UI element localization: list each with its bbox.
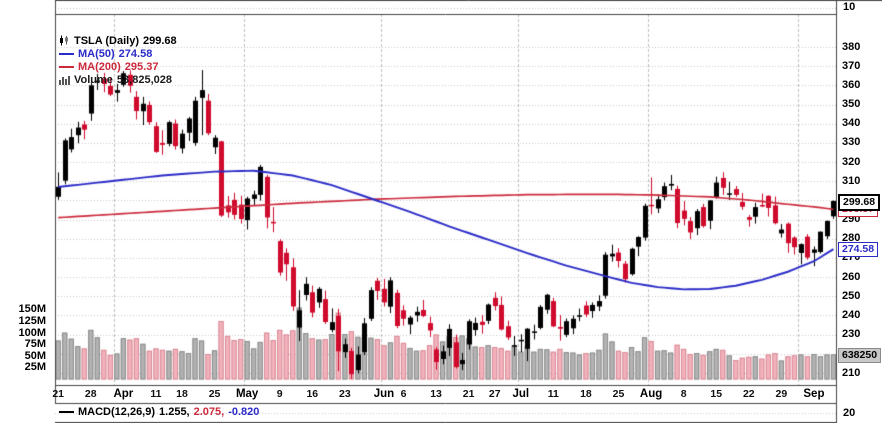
last-price-tag: 299.68 <box>838 194 881 212</box>
volume-value: 53,825,028 <box>116 73 172 86</box>
ma200-line-icon <box>59 65 74 68</box>
chart-legend: TSLA (Daily) 299.68 MA(50) 274.58 MA(200… <box>59 34 177 86</box>
volume-bars-icon <box>59 74 70 85</box>
ma200-legend-row: MA(200) 295.37 <box>59 60 177 73</box>
symbol-legend-row: TSLA (Daily) 299.68 <box>59 34 177 47</box>
ma200-label: MA(200) <box>78 60 121 73</box>
ma200-value: 295.37 <box>124 60 159 73</box>
volume-label: Volume <box>74 73 113 86</box>
macd-label: MACD(12,26,9) <box>78 406 156 418</box>
ma50-label: MA(50) <box>78 47 115 60</box>
macd-signal-value: 2.075, <box>193 406 225 418</box>
macd-legend: MACD(12,26,9) 1.255, 2.075, -0.820 <box>59 406 259 418</box>
volume-tag: 638250 <box>838 347 882 363</box>
ma50-price-tag: 274.58 <box>838 242 879 258</box>
macd-line-icon <box>59 411 74 413</box>
last-price-value: 299.68 <box>143 34 177 47</box>
ma50-value: 274.58 <box>118 47 153 60</box>
macd-value: 1.255, <box>159 406 190 418</box>
macd-axis-label: 20 <box>843 407 856 419</box>
ma50-line-icon <box>59 52 74 55</box>
candlestick-icon <box>59 35 70 46</box>
symbol-label: TSLA (Daily) <box>74 34 139 47</box>
ma50-legend-row: MA(50) 274.58 <box>59 47 177 60</box>
macd-histogram-value: -0.820 <box>228 406 260 418</box>
upper-panel-axis-label: 10 <box>843 1 856 13</box>
volume-legend-row: Volume 53,825,028 <box>59 73 177 86</box>
